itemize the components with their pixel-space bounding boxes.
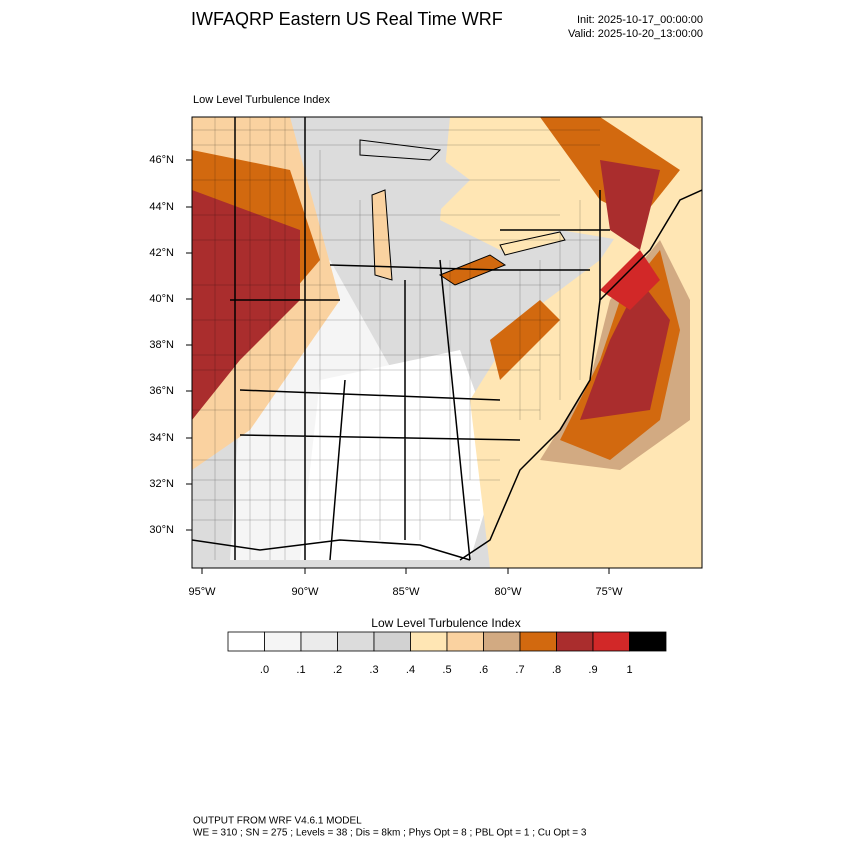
colorbar-label: .7 (515, 664, 524, 676)
lon-label: 90°W (291, 586, 319, 598)
colorbar-label: .6 (479, 664, 488, 676)
colorbar-box (629, 631, 667, 652)
lon-label: 85°W (392, 586, 420, 598)
colorbar-label: .2 (333, 664, 342, 676)
colorbar-box (519, 631, 557, 652)
footer-line: OUTPUT FROM WRF V4.6.1 MODEL (193, 816, 362, 827)
colorbar-box (446, 631, 484, 652)
colorbar-box (373, 631, 411, 652)
lat-label: 38°N (149, 339, 174, 351)
lon-label: 95°W (188, 586, 216, 598)
title: IWFAQRP Eastern US Real Time WRF (191, 9, 503, 29)
colorbar-box (556, 631, 594, 652)
lat-label: 42°N (149, 247, 174, 259)
lat-label: 34°N (149, 432, 174, 444)
colorbar-box (592, 631, 630, 652)
colorbar-box (410, 631, 448, 652)
colorbar-label: .0 (260, 664, 269, 676)
colorbar-label: .5 (442, 664, 451, 676)
lon-label: 80°W (494, 586, 522, 598)
colorbar-label: .3 (369, 664, 378, 676)
colorbar-label: .1 (296, 664, 305, 676)
colorbar-box (300, 631, 338, 652)
lat-label: 36°N (149, 385, 174, 397)
colorbar-label: 1 (626, 664, 632, 676)
lon-label: 75°W (595, 586, 623, 598)
colorbar-box (483, 631, 521, 652)
colorbar-box (264, 631, 302, 652)
lat-label: 46°N (149, 154, 174, 166)
colorbar-label: .8 (552, 664, 561, 676)
colorbar-label: .9 (588, 664, 597, 676)
lat-label: 44°N (149, 201, 174, 213)
valid-time: Valid: 2025-10-20_13:00:00 (568, 28, 703, 40)
colorbar-box (337, 631, 375, 652)
lat-label: 32°N (149, 478, 174, 490)
lat-label: 40°N (149, 293, 174, 305)
map-subtitle: Low Level Turbulence Index (193, 94, 330, 106)
colorbar-box (227, 631, 265, 652)
colorbar-title: Low Level Turbulence Index (371, 616, 520, 630)
lat-label: 30°N (149, 524, 174, 536)
colorbar: .0 .1 .2 .3 .4 .5 .6 .7 .8 .9 1 (227, 631, 667, 676)
footer-line: WE = 310 ; SN = 275 ; Levels = 38 ; Dis … (193, 828, 587, 839)
colorbar-label: .4 (406, 664, 415, 676)
init-time: Init: 2025-10-17_00:00:00 (577, 14, 703, 26)
map (191, 116, 703, 569)
